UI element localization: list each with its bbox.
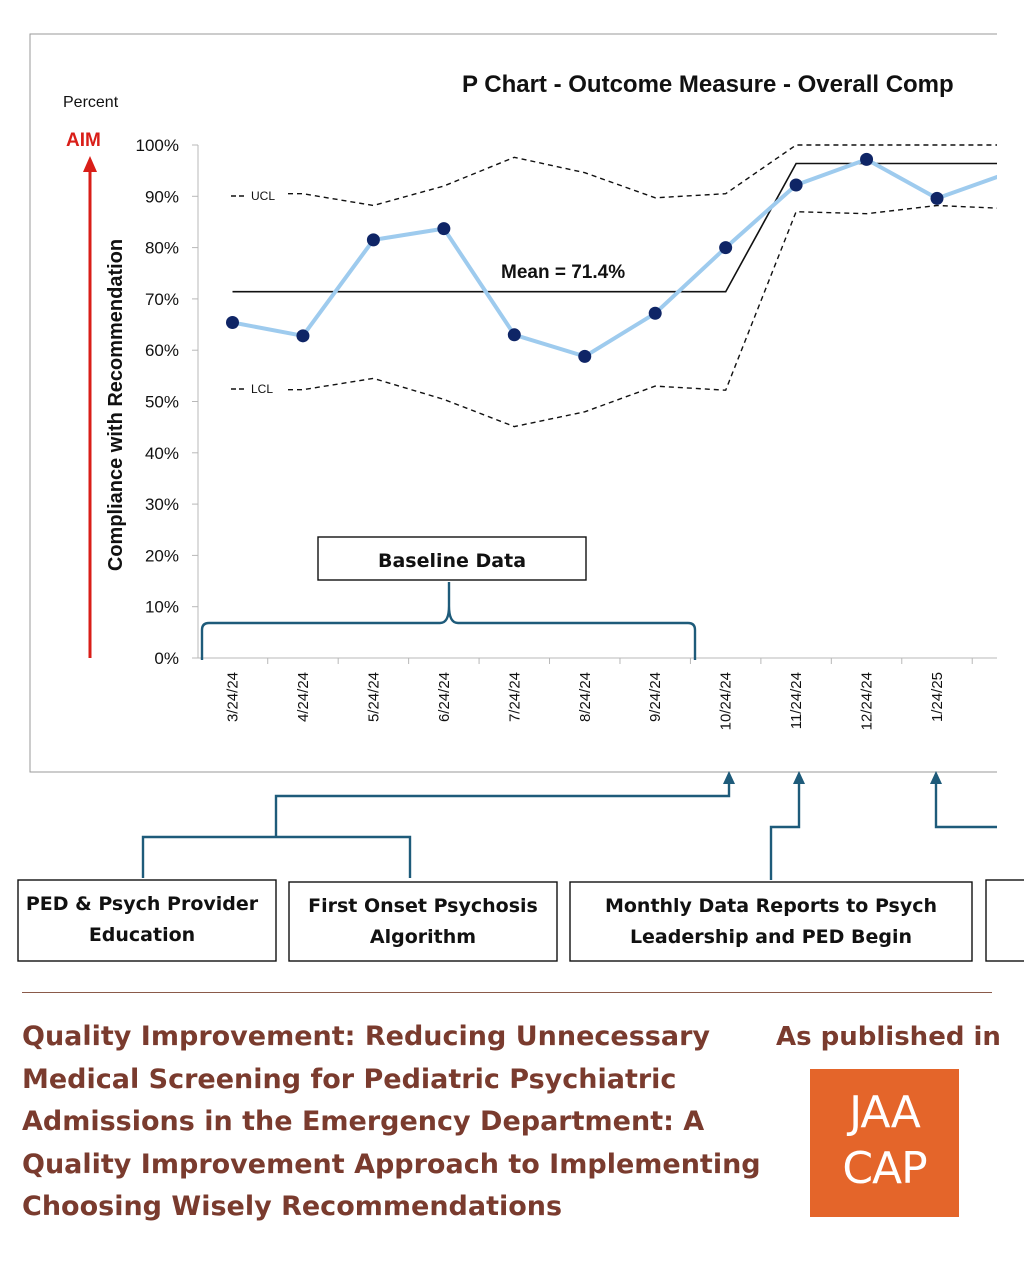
aim-arrowhead-icon (83, 156, 97, 172)
data-point (719, 241, 733, 255)
data-point (930, 191, 944, 205)
intervention-box-clipped (985, 879, 1024, 962)
lcl-line (288, 204, 997, 428)
y-tick-label: 100% (136, 136, 179, 155)
baseline-label: Baseline Data (378, 550, 526, 572)
section-divider (22, 992, 992, 993)
x-tick-label: 6/24/24 (436, 672, 453, 722)
intervention-boxes (17, 879, 1024, 962)
baseline-box (317, 536, 587, 581)
x-tick-label: 10/24/24 (718, 672, 735, 730)
data-point (860, 152, 874, 166)
lcl-label: LCL (251, 382, 273, 396)
x-tick-label: 3/24/24 (225, 672, 242, 722)
intervention-box-reports (569, 881, 973, 962)
x-tick-label: 9/24/24 (647, 672, 664, 722)
article-title: Quality Improvement: Reducing Unnecessar… (22, 1021, 761, 1222)
data-point (366, 233, 380, 247)
y-tick-label: 0% (154, 649, 179, 668)
x-tick-label: 4/24/24 (295, 672, 312, 722)
series-points (226, 152, 944, 363)
mean-line (232, 162, 997, 293)
intervention-arrowheads (723, 771, 942, 784)
data-point (437, 222, 451, 236)
data-point (296, 329, 310, 343)
y-tick-label: 10% (145, 598, 179, 617)
y-axis-ticks: 0% 10% 20% 30% 40% 50% 60% 70% 80% 90% 100% (136, 136, 198, 668)
aim-label: AIM (66, 130, 101, 151)
ucl-line (288, 144, 997, 207)
ucl-label: UCL (251, 189, 275, 203)
data-point (507, 328, 521, 342)
y-tick-label: 80% (145, 239, 179, 258)
x-tick-label: 12/24/24 (859, 672, 876, 730)
x-tick-label: 7/24/24 (506, 672, 523, 722)
y-tick-label: 40% (145, 444, 179, 463)
journal-logo-line-2: CAP (842, 1143, 927, 1194)
intervention-label-reports: Monthly Data Reports to Psych Leadership … (605, 895, 937, 948)
y-unit-label: Percent (63, 94, 119, 111)
intervention-connectors (141, 780, 997, 880)
intervention-label-education: PED & Psych Provider Education (26, 893, 259, 946)
x-tick-label: 8/24/24 (577, 672, 594, 722)
y-tick-label: 90% (145, 187, 179, 206)
x-tick-label: 5/24/24 (365, 672, 382, 722)
x-tick-label: 1/24/25 (929, 672, 946, 722)
y-tick-label: 70% (145, 290, 179, 309)
arrow-up-icon (930, 771, 942, 784)
y-tick-label: 30% (145, 495, 179, 514)
mean-label: Mean = 71.4% (501, 262, 625, 283)
journal-logo-line-1: JAA (849, 1087, 921, 1138)
published-label: As published in (776, 1022, 1001, 1052)
data-point (648, 306, 662, 320)
x-tick-label: 11/24/24 (788, 672, 805, 729)
chart-frame (29, 33, 997, 773)
chart-title: P Chart - Outcome Measure - Overall Comp (462, 71, 954, 98)
data-point (789, 178, 803, 192)
intervention-box-education (17, 879, 277, 962)
p-chart: P Chart - Outcome Measure - Overall Comp… (17, 33, 1024, 962)
series-line (232, 157, 997, 359)
intervention-label-algorithm: First Onset Psychosis Algorithm (308, 895, 538, 948)
baseline-bracket (200, 582, 697, 660)
y-tick-label: 50% (145, 393, 179, 412)
y-tick-label: 20% (145, 546, 179, 565)
y-tick-label: 60% (145, 341, 179, 360)
arrow-up-icon (793, 771, 805, 784)
data-point (578, 349, 592, 363)
journal-logo: JAA CAP (810, 1069, 959, 1217)
data-point (226, 315, 239, 329)
arrow-up-icon (723, 771, 735, 784)
intervention-box-algorithm (288, 881, 558, 962)
y-axis-label: Compliance with Recommendation (105, 239, 127, 571)
x-axis-ticks: 3/24/24 4/24/24 5/24/24 6/24/24 7/24/24 8/24/… (225, 658, 973, 730)
